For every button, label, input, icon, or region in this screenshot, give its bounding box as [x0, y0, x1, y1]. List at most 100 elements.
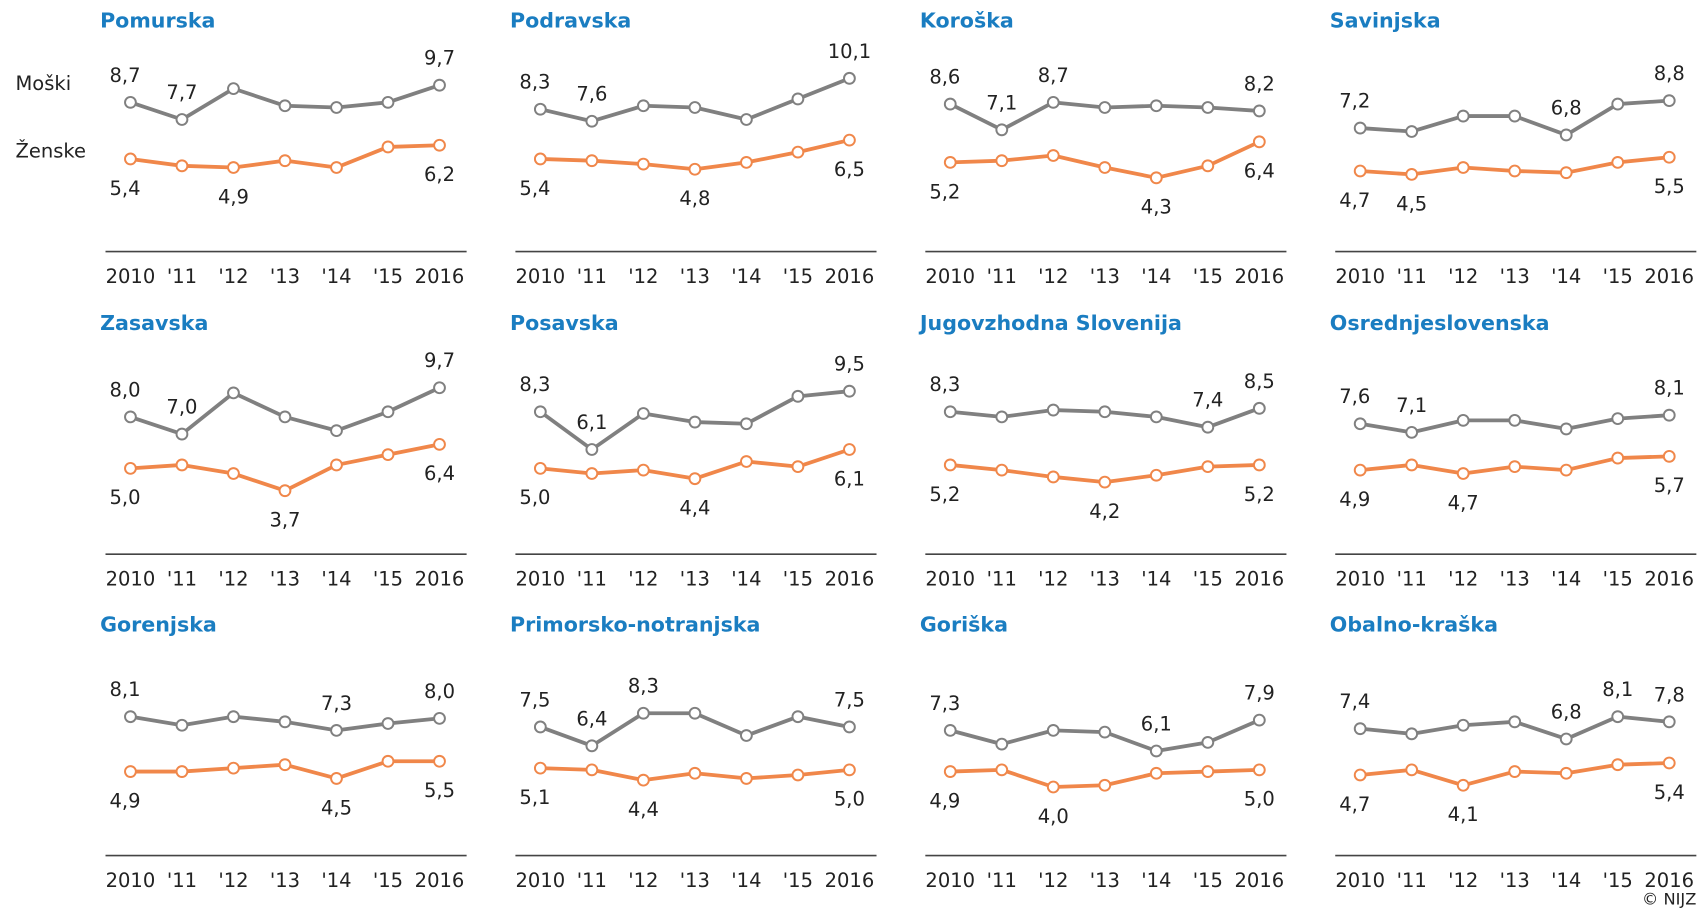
- x-tick-label: '14: [731, 265, 761, 288]
- data-label: 4,2: [1089, 500, 1120, 523]
- x-tick-label: 2016: [825, 265, 875, 288]
- data-point: [791, 92, 805, 106]
- data-point: [843, 720, 856, 734]
- x-tick-label: 2010: [106, 568, 156, 591]
- x-tick-label: 2010: [1335, 265, 1385, 288]
- data-point: [943, 155, 957, 169]
- data-label: 4,9: [929, 789, 960, 812]
- data-point: [1662, 715, 1676, 729]
- data-label: 8,6: [929, 66, 960, 89]
- data-point: [1098, 405, 1112, 419]
- data-point: [1353, 121, 1367, 135]
- data-label: 6,5: [834, 158, 865, 181]
- data-point: [943, 458, 957, 472]
- x-tick-label: '13: [270, 869, 300, 892]
- x-tick-label: '13: [1090, 869, 1120, 892]
- data-point: [791, 768, 805, 782]
- data-point: [124, 152, 137, 166]
- data-point: [1662, 449, 1676, 463]
- data-label: 5,2: [1244, 483, 1275, 506]
- data-label: 5,0: [110, 486, 141, 509]
- data-label: 8,7: [1038, 64, 1069, 87]
- x-tick-label: '13: [1500, 265, 1530, 288]
- data-point: [381, 754, 395, 768]
- data-label: 4,7: [1339, 189, 1370, 212]
- data-point: [1405, 458, 1419, 472]
- data-point: [1508, 109, 1522, 123]
- data-point: [278, 484, 292, 498]
- data-point: [433, 754, 446, 768]
- data-point: [636, 773, 650, 787]
- data-point: [1456, 161, 1470, 174]
- x-tick-label: '11: [987, 869, 1017, 892]
- data-label: 5,4: [110, 177, 141, 200]
- data-label: 4,1: [1448, 803, 1479, 826]
- data-point: [688, 472, 702, 486]
- data-point: [688, 162, 702, 176]
- data-label: 6,4: [424, 462, 455, 485]
- x-tick-label: '11: [1397, 568, 1427, 591]
- data-point: [585, 443, 599, 456]
- data-point: [1201, 735, 1215, 749]
- data-label: 5,0: [1244, 788, 1275, 811]
- data-point: [1252, 135, 1266, 149]
- panel: Pomurska 2010 '11 '12 '13 '14 '15 2016 8,7 7,7 9,7…: [100, 9, 467, 288]
- data-point: [175, 113, 189, 126]
- panel: Savinjska 2010 '11 '12 '13 '14 '15 2016 7,2 6,8 8,…: [1330, 9, 1697, 288]
- data-label: 5,5: [1654, 175, 1685, 198]
- x-tick-label: 2016: [1644, 568, 1694, 591]
- data-label: 4,0: [1038, 805, 1069, 828]
- x-tick-label: '15: [1603, 265, 1633, 288]
- data-point: [1149, 171, 1163, 185]
- data-label: 9,7: [424, 47, 455, 70]
- x-tick-label: '12: [1038, 265, 1068, 288]
- data-point: [1201, 101, 1215, 114]
- x-tick-label: '15: [783, 265, 813, 288]
- data-point: [227, 710, 240, 724]
- panel-title: Zasavska: [100, 311, 208, 335]
- data-label: 5,2: [929, 483, 960, 506]
- data-point: [330, 772, 343, 785]
- x-tick-label: 2016: [415, 265, 465, 288]
- data-label: 4,9: [110, 789, 141, 812]
- data-point: [1456, 413, 1470, 427]
- data-point: [1046, 95, 1060, 109]
- data-point: [175, 718, 189, 732]
- x-tick-label: '11: [987, 568, 1017, 591]
- data-point: [1559, 463, 1573, 477]
- x-tick-label: 2016: [1235, 568, 1285, 591]
- data-point: [1611, 97, 1625, 111]
- data-point: [330, 424, 343, 438]
- data-point: [1662, 756, 1676, 770]
- x-tick-label: '13: [1500, 568, 1530, 591]
- panel-title: Gorenjska: [100, 613, 217, 637]
- x-tick-label: '13: [270, 568, 300, 591]
- data-point: [1611, 758, 1625, 772]
- data-point: [124, 461, 137, 475]
- x-tick-label: '15: [783, 869, 813, 892]
- x-tick-label: '15: [1603, 568, 1633, 591]
- data-point: [124, 95, 137, 109]
- data-point: [1046, 403, 1060, 417]
- data-point: [636, 706, 650, 720]
- data-point: [688, 706, 702, 720]
- x-tick-label: '15: [1193, 568, 1223, 591]
- data-point: [688, 415, 702, 429]
- data-label: 8,1: [110, 678, 141, 701]
- data-point: [175, 427, 189, 441]
- data-point: [585, 154, 599, 168]
- panel-title: Jugovzhodna Slovenija: [918, 311, 1182, 335]
- data-label: 8,3: [628, 675, 659, 698]
- data-point: [739, 729, 753, 742]
- data-point: [791, 145, 805, 159]
- x-tick-label: 2010: [106, 869, 156, 892]
- panel-title: Podravska: [510, 9, 631, 33]
- data-point: [995, 763, 1009, 777]
- x-tick-label: '14: [1551, 568, 1581, 591]
- data-label: 4,7: [1339, 793, 1370, 816]
- x-tick-label: '12: [218, 568, 248, 591]
- data-point: [1046, 470, 1060, 484]
- data-point: [124, 410, 137, 424]
- panel-title: Koroška: [920, 9, 1014, 33]
- x-tick-label: 2010: [106, 265, 156, 288]
